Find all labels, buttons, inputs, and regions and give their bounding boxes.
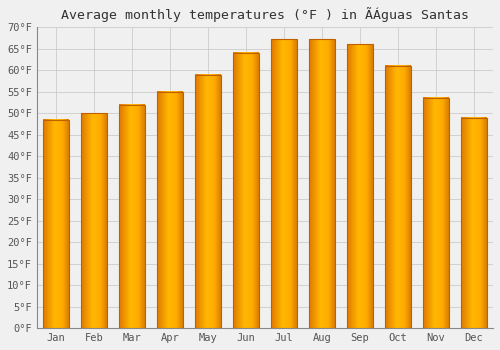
Bar: [309, 39, 335, 328]
Bar: [347, 44, 373, 328]
Title: Average monthly temperatures (°F ) in ÃÁguas Santas: Average monthly temperatures (°F ) in ÃÁ…: [61, 7, 469, 22]
Bar: [119, 105, 145, 328]
Bar: [385, 66, 411, 328]
Bar: [81, 113, 107, 328]
Bar: [43, 120, 68, 328]
Bar: [157, 92, 183, 328]
Bar: [461, 118, 487, 328]
Bar: [233, 53, 259, 328]
Bar: [423, 98, 449, 328]
Bar: [195, 75, 221, 328]
Bar: [271, 39, 297, 328]
